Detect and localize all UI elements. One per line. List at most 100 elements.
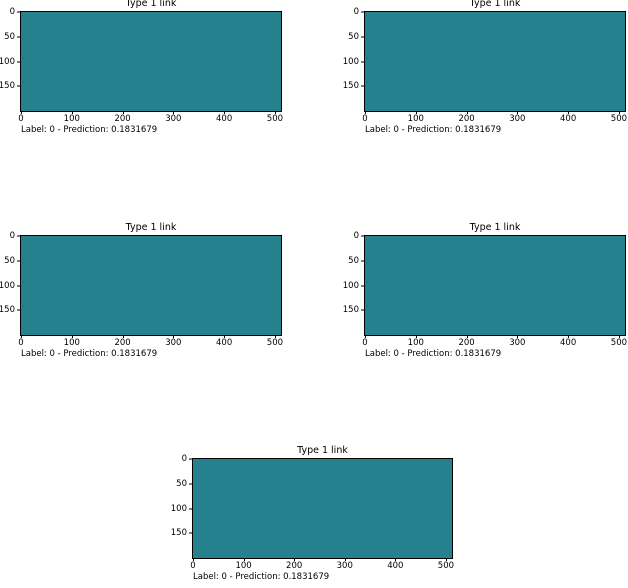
y-tick-mark	[17, 11, 20, 13]
y-tick-mark	[189, 532, 192, 534]
x-axis-label: Label: 0 - Prediction: 0.1831679	[21, 349, 158, 359]
x-tick-mark	[173, 111, 175, 114]
x-tick-mark	[173, 335, 175, 338]
y-tick-label: 100	[342, 280, 359, 291]
y-tick-mark	[361, 285, 364, 286]
x-tick-mark	[224, 335, 226, 338]
y-tick-mark	[17, 85, 20, 87]
y-tick-label: 0	[353, 230, 359, 241]
x-tick-mark	[21, 335, 22, 338]
y-tick-label: 50	[348, 255, 359, 266]
image-plot: 0 100 200 300 400 500 0 50 100 150	[0, 232, 283, 347]
x-tick-label: 300	[509, 338, 526, 348]
x-tick-label: 500	[266, 114, 284, 124]
x-tick-label: 100	[235, 561, 252, 571]
y-tick-label: 100	[0, 56, 15, 67]
x-tick-label: 300	[336, 561, 353, 571]
x-tick-label: 100	[407, 114, 424, 124]
x-tick-mark	[618, 335, 620, 338]
x-tick-label: 500	[437, 561, 455, 571]
y-tick-mark	[361, 309, 364, 311]
x-tick-label: 100	[407, 338, 424, 348]
x-tick-mark	[415, 335, 417, 338]
x-tick-label: 400	[560, 338, 577, 348]
y-tick-mark	[17, 235, 20, 237]
x-tick-label: 100	[63, 338, 80, 348]
x-tick-mark	[294, 558, 296, 561]
x-tick-mark	[466, 111, 468, 114]
x-tick-mark	[274, 111, 276, 114]
plot-title: Type 1 link	[125, 0, 177, 9]
y-tick-mark	[361, 85, 364, 87]
y-tick-mark	[189, 508, 192, 509]
x-axis-label: Label: 0 - Prediction: 0.1831679	[365, 125, 502, 135]
y-tick-label: 100	[170, 503, 187, 514]
x-tick-mark	[618, 111, 620, 114]
x-tick-label: 400	[216, 114, 233, 124]
y-tick-mark	[189, 458, 192, 460]
y-tick-mark	[17, 61, 20, 62]
y-tick-mark	[17, 36, 20, 38]
image-plot: 0 100 200 300 400 500 0 50 100 150	[171, 455, 454, 570]
x-tick-label: 0	[18, 338, 24, 348]
x-tick-mark	[71, 335, 73, 338]
subplot-top-left: Type 1 link 0 100 200 300 400 500 0 50 100 150 La…	[0, 0, 283, 135]
x-tick-label: 500	[266, 338, 284, 348]
x-tick-mark	[415, 111, 417, 114]
x-axis-label: Label: 0 - Prediction: 0.1831679	[193, 572, 330, 582]
y-tick-label: 0	[353, 6, 359, 17]
y-tick-label: 0	[181, 453, 187, 464]
y-tick-label: 50	[4, 31, 15, 42]
x-axis-label: Label: 0 - Prediction: 0.1831679	[365, 349, 502, 359]
x-tick-label: 200	[458, 114, 475, 124]
subplot-top-right: Type 1 link 0 100 200 300 400 500 0 50 100 150 La…	[343, 0, 627, 135]
image-plot: 0 100 200 300 400 500 0 50 100 150	[343, 8, 627, 123]
y-tick-label: 0	[9, 6, 15, 17]
x-tick-label: 200	[286, 561, 303, 571]
y-tick-mark	[361, 36, 364, 38]
x-tick-mark	[243, 558, 245, 561]
x-tick-label: 400	[560, 114, 577, 124]
y-tick-label: 150	[0, 81, 15, 91]
y-tick-mark	[189, 483, 192, 485]
y-tick-mark	[17, 285, 20, 286]
y-tick-mark	[361, 61, 364, 62]
x-tick-label: 200	[114, 338, 131, 348]
x-tick-mark	[122, 335, 124, 338]
x-tick-label: 200	[114, 114, 131, 124]
y-tick-mark	[17, 309, 20, 311]
x-tick-label: 0	[362, 338, 368, 348]
plot-title: Type 1 link	[469, 221, 521, 233]
plot-title: Type 1 link	[297, 444, 348, 456]
x-tick-mark	[365, 111, 366, 114]
x-tick-label: 300	[165, 114, 182, 124]
x-tick-mark	[517, 111, 519, 114]
y-tick-mark	[361, 260, 364, 262]
image-plot: 0 100 200 300 400 500 0 50 100 150	[343, 232, 627, 347]
x-tick-label: 400	[387, 561, 404, 571]
x-tick-label: 200	[458, 338, 475, 348]
y-tick-label: 100	[0, 280, 15, 291]
y-tick-label: 150	[170, 528, 187, 538]
y-tick-label: 150	[342, 305, 359, 315]
x-tick-label: 400	[216, 338, 233, 348]
image-plot: 0 100 200 300 400 500 0 50 100 150	[0, 8, 283, 123]
x-tick-label: 300	[509, 114, 526, 124]
plot-title: Type 1 link	[125, 221, 177, 233]
y-tick-label: 50	[4, 255, 15, 266]
x-tick-mark	[71, 111, 73, 114]
x-tick-mark	[274, 335, 276, 338]
x-tick-mark	[445, 558, 447, 561]
y-tick-label: 150	[0, 305, 15, 315]
x-tick-mark	[466, 335, 468, 338]
x-tick-mark	[517, 335, 519, 338]
x-tick-label: 300	[165, 338, 182, 348]
y-tick-label: 100	[342, 56, 359, 67]
subplot-middle-left: Type 1 link 0 100 200 300 400 500 0 50 100 150 La…	[0, 222, 283, 359]
x-tick-label: 0	[190, 561, 196, 571]
x-tick-label: 500	[610, 338, 628, 348]
y-tick-label: 50	[176, 478, 187, 489]
x-tick-mark	[568, 335, 570, 338]
